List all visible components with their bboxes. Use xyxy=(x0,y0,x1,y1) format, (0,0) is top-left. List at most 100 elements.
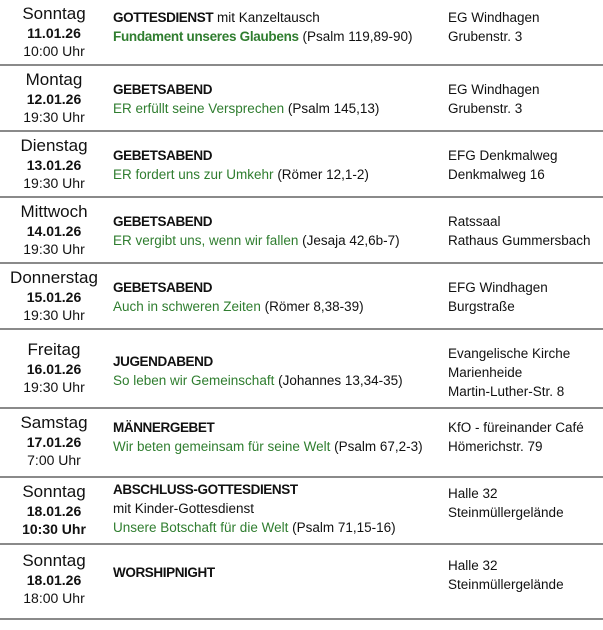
event-title: MÄNNERGEBET xyxy=(113,420,215,435)
event-row: Donnerstag 15.01.26 19:30 Uhr GEBETSABEN… xyxy=(0,264,603,330)
event-date: Dienstag 13.01.26 19:30 Uhr xyxy=(0,136,108,193)
location-line: EG Windhagen xyxy=(448,82,540,97)
location-line: Steinmüllergelände xyxy=(448,577,564,592)
event-details: GOTTESDIENST mit Kanzeltausch Fundament … xyxy=(113,8,443,46)
event-location: Halle 32 Steinmüllergelände xyxy=(448,484,564,522)
event-theme: ER fordert uns zur Umkehr xyxy=(113,167,274,182)
event-title-suffix: mit Kanzeltausch xyxy=(213,10,320,25)
event-location: EG Windhagen Grubenstr. 3 xyxy=(448,80,540,118)
location-line: Halle 32 xyxy=(448,486,498,501)
event-theme: Fundament unseres Glaubens xyxy=(113,29,299,44)
event-title: JUGENDABEND xyxy=(113,354,213,369)
location-line: Rathaus Gummersbach xyxy=(448,233,591,248)
location-line: Grubenstr. 3 xyxy=(448,101,523,116)
event-details: GEBETSABEND Auch in schweren Zeiten (Röm… xyxy=(113,278,443,316)
event-details: GEBETSABEND ER vergibt uns, wenn wir fal… xyxy=(113,212,443,250)
event-details: MÄNNERGEBET Wir beten gemeinsam für sein… xyxy=(113,418,443,456)
event-time: 19:30 Uhr xyxy=(23,379,85,395)
event-title: GEBETSABEND xyxy=(113,148,213,163)
event-title: GOTTESDIENST xyxy=(113,10,214,25)
event-date-value: 17.01.26 xyxy=(26,434,82,450)
event-theme: Wir beten gemeinsam für seine Welt xyxy=(113,439,331,454)
event-row: Sonntag 18.01.26 10:30 Uhr ABSCHLUSS-GOT… xyxy=(0,478,603,545)
location-line: Ratssaal xyxy=(448,214,501,229)
event-date-value: 18.01.26 xyxy=(26,572,82,588)
location-line: Hömerichstr. 79 xyxy=(448,439,543,454)
event-time: 19:30 Uhr xyxy=(23,307,85,323)
event-date: Sonntag 11.01.26 10:00 Uhr xyxy=(0,4,108,61)
event-row: Sonntag 18.01.26 18:00 Uhr WORSHIPNIGHT … xyxy=(0,545,603,620)
location-line: Steinmüllergelände xyxy=(448,505,564,520)
event-weekday: Dienstag xyxy=(20,136,88,155)
event-time: 19:30 Uhr xyxy=(23,175,85,191)
event-date: Montag 12.01.26 19:30 Uhr xyxy=(0,70,108,127)
event-time: 10:30 Uhr xyxy=(22,521,86,537)
location-line: Burgstraße xyxy=(448,299,515,314)
event-bible-ref: (Psalm 67,2-3) xyxy=(330,439,423,454)
event-location: EFG Denkmalweg Denkmalweg 16 xyxy=(448,146,558,184)
event-bible-ref: (Römer 12,1-2) xyxy=(273,167,369,182)
event-location: KfO - füreinander Café Hömerichstr. 79 xyxy=(448,418,584,456)
event-weekday: Samstag xyxy=(20,413,88,432)
event-time: 19:30 Uhr xyxy=(23,109,85,125)
event-row: Samstag 17.01.26 7:00 Uhr MÄNNERGEBET Wi… xyxy=(0,409,603,478)
event-title: ABSCHLUSS-GOTTESDIENST xyxy=(113,482,298,497)
event-date: Donnerstag 15.01.26 19:30 Uhr xyxy=(0,268,108,325)
event-theme: ER vergibt uns, wenn wir fallen xyxy=(113,233,299,248)
event-location: Ratssaal Rathaus Gummersbach xyxy=(448,212,591,250)
event-bible-ref: (Psalm 71,15-16) xyxy=(288,520,396,535)
event-details: GEBETSABEND ER fordert uns zur Umkehr (R… xyxy=(113,146,443,184)
event-location: Halle 32 Steinmüllergelände xyxy=(448,556,564,594)
event-bible-ref: (Psalm 145,13) xyxy=(284,101,380,116)
event-location: Evangelische Kirche Marienheide Martin-L… xyxy=(448,344,570,401)
location-line: Evangelische Kirche xyxy=(448,346,571,361)
event-row: Dienstag 13.01.26 19:30 Uhr GEBETSABEND … xyxy=(0,132,603,198)
event-location: EFG Windhagen Burgstraße xyxy=(448,278,548,316)
location-line: Marienheide xyxy=(448,365,523,380)
event-date: Sonntag 18.01.26 18:00 Uhr xyxy=(0,551,108,608)
event-theme: Unsere Botschaft für die Welt xyxy=(113,520,289,535)
event-date: Freitag 16.01.26 19:30 Uhr xyxy=(0,340,108,397)
event-weekday: Mittwoch xyxy=(20,202,88,221)
event-weekday: Donnerstag xyxy=(10,268,98,287)
event-title: GEBETSABEND xyxy=(113,214,213,229)
location-line: EG Windhagen xyxy=(448,10,540,25)
location-line: EFG Windhagen xyxy=(448,280,548,295)
event-title: WORSHIPNIGHT xyxy=(113,565,215,580)
location-line: KfO - füreinander Café xyxy=(448,420,584,435)
event-theme: So leben wir Gemeinschaft xyxy=(113,373,275,388)
event-bible-ref: (Psalm 119,89-90) xyxy=(298,29,413,44)
event-date-value: 13.01.26 xyxy=(26,157,82,173)
event-date: Samstag 17.01.26 7:00 Uhr xyxy=(0,413,108,470)
event-bible-ref: (Johannes 13,34-35) xyxy=(274,373,403,388)
event-time: 18:00 Uhr xyxy=(23,590,85,606)
location-line: Halle 32 xyxy=(448,558,498,573)
event-weekday: Sonntag xyxy=(22,482,86,501)
event-bible-ref: (Römer 8,38-39) xyxy=(260,299,364,314)
event-time: 7:00 Uhr xyxy=(27,452,81,468)
event-row: Freitag 16.01.26 19:30 Uhr JUGENDABEND S… xyxy=(0,330,603,409)
event-details: GEBETSABEND ER erfüllt seine Versprechen… xyxy=(113,80,443,118)
event-location: EG Windhagen Grubenstr. 3 xyxy=(448,8,540,46)
event-bible-ref: (Jesaja 42,6b-7) xyxy=(298,233,400,248)
event-date: Mittwoch 14.01.26 19:30 Uhr xyxy=(0,202,108,259)
event-date: Sonntag 18.01.26 10:30 Uhr xyxy=(0,482,108,539)
event-weekday: Sonntag xyxy=(22,4,86,23)
event-theme: Auch in schweren Zeiten xyxy=(113,299,261,314)
event-date-value: 11.01.26 xyxy=(27,25,81,41)
event-title: GEBETSABEND xyxy=(113,82,213,97)
event-title: GEBETSABEND xyxy=(113,280,213,295)
location-line: EFG Denkmalweg xyxy=(448,148,558,163)
event-row: Montag 12.01.26 19:30 Uhr GEBETSABEND ER… xyxy=(0,66,603,132)
event-row: Sonntag 11.01.26 10:00 Uhr GOTTESDIENST … xyxy=(0,0,603,66)
location-line: Denkmalweg 16 xyxy=(448,167,545,182)
event-theme: ER erfüllt seine Versprechen xyxy=(113,101,285,116)
event-date-value: 18.01.26 xyxy=(26,503,82,519)
location-line: Grubenstr. 3 xyxy=(448,29,523,44)
event-weekday: Freitag xyxy=(27,340,81,359)
event-extra: mit Kinder-Gottesdienst xyxy=(113,501,255,516)
event-details: JUGENDABEND So leben wir Gemeinschaft (J… xyxy=(113,352,443,390)
event-weekday: Sonntag xyxy=(22,551,86,570)
event-date-value: 12.01.26 xyxy=(26,91,82,107)
event-row: Mittwoch 14.01.26 19:30 Uhr GEBETSABEND … xyxy=(0,198,603,264)
